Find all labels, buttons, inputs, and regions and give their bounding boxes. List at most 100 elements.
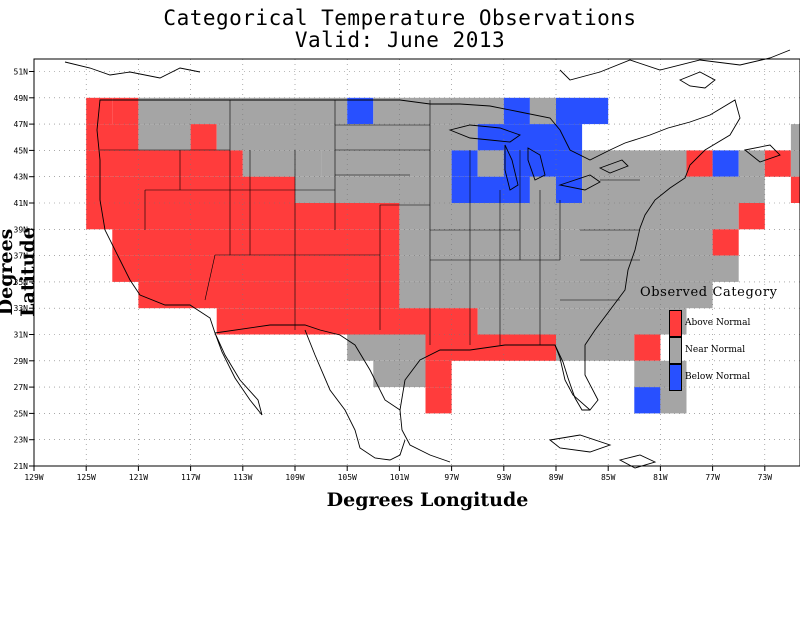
category-cell — [321, 150, 452, 177]
legend-label-below: Below Normal — [685, 372, 751, 382]
category-cell — [425, 308, 478, 335]
category-cell — [138, 97, 348, 125]
x-tick-label: 105W — [338, 473, 357, 482]
category-cell — [451, 150, 478, 177]
y-tick-label: 21N — [14, 462, 29, 471]
y-tick-label: 37N — [14, 252, 29, 261]
x-axis-label: Degrees Longitude — [326, 489, 529, 511]
x-tick-label: 125W — [77, 473, 96, 482]
y-tick-label: 29N — [14, 357, 29, 366]
legend-label-near: Near Normal — [685, 345, 746, 355]
x-tick-label: 85W — [601, 473, 616, 482]
category-cell — [634, 334, 661, 361]
category-cell — [399, 229, 713, 256]
category-cells — [86, 97, 800, 414]
category-cell — [660, 387, 687, 414]
great-lakes — [448, 124, 629, 191]
category-cell — [529, 176, 556, 203]
baja-california — [214, 332, 263, 416]
y-tick-label: 51N — [14, 68, 29, 77]
category-cell — [86, 203, 400, 230]
category-cell — [425, 334, 556, 361]
x-axis-ticks: 129W 125W 121W 117W 113W 109W 105W 101W 97W 93W 89… — [24, 466, 773, 482]
x-tick-label: 93W — [497, 473, 512, 482]
category-cell — [451, 176, 530, 203]
legend-title: Observed Category — [640, 285, 778, 300]
x-tick-label: 89W — [549, 473, 564, 482]
x-tick-label: 109W — [285, 473, 304, 482]
category-cell — [112, 229, 400, 256]
us-outline — [96, 99, 741, 411]
y-tick-label: 27N — [14, 383, 29, 392]
x-tick-label: 121W — [129, 473, 148, 482]
legend-swatch-near — [669, 337, 682, 364]
mexico-coast — [304, 329, 451, 463]
category-cell — [738, 150, 765, 177]
x-tick-label: 129W — [24, 473, 43, 482]
category-cell — [634, 387, 661, 414]
y-tick-label: 39N — [14, 225, 29, 234]
x-tick-label: 81W — [653, 473, 668, 482]
category-cell — [686, 150, 713, 177]
category-cell — [764, 150, 791, 177]
category-cell — [138, 281, 400, 309]
y-axis-ticks: 21N 23N 25N 27N 29N 31N 33N 35N 37N 39N 41N 43N 45N 4… — [14, 68, 34, 471]
y-tick-label: 23N — [14, 436, 29, 445]
canada-islands — [548, 71, 781, 469]
category-cell — [712, 229, 739, 256]
y-tick-label: 25N — [14, 409, 29, 418]
category-cell — [242, 150, 322, 177]
y-tick-label: 35N — [14, 278, 29, 287]
legend-label-above: Above Normal — [685, 318, 751, 328]
category-cell — [399, 281, 713, 309]
x-tick-label: 101W — [390, 473, 409, 482]
category-cell — [347, 97, 374, 125]
category-cell — [425, 387, 452, 414]
y-tick-label: 49N — [14, 94, 29, 103]
canada-coast — [64, 49, 791, 81]
category-cell — [373, 360, 426, 388]
category-cell — [477, 308, 687, 335]
category-cell — [477, 124, 583, 151]
category-cell — [556, 334, 635, 361]
x-tick-label: 113W — [233, 473, 252, 482]
x-tick-label: 117W — [181, 473, 200, 482]
category-cell — [790, 124, 800, 151]
category-cell — [112, 255, 400, 282]
category-cell — [790, 176, 800, 203]
y-tick-label: 45N — [14, 146, 29, 155]
category-cell — [582, 176, 765, 203]
chart-subtitle: Valid: June 2013 — [294, 28, 506, 52]
category-cell — [556, 97, 609, 125]
category-cell — [582, 150, 687, 177]
x-tick-label: 73W — [758, 473, 773, 482]
category-cell — [556, 176, 583, 203]
category-cell — [138, 124, 191, 151]
category-cell — [216, 124, 478, 151]
legend-swatch-below — [669, 364, 682, 391]
category-cell — [86, 150, 243, 177]
category-cell — [347, 334, 426, 361]
y-tick-label: 47N — [14, 120, 29, 129]
category-cell — [373, 97, 504, 125]
category-cell — [790, 150, 800, 177]
category-cell — [477, 150, 504, 177]
coastline-and-borders — [64, 49, 791, 469]
category-cell — [190, 124, 217, 151]
category-cell — [112, 97, 139, 125]
category-cell — [503, 150, 583, 177]
y-tick-label: 41N — [14, 199, 29, 208]
x-tick-label: 97W — [444, 473, 459, 482]
category-cell — [399, 255, 739, 282]
state-borders — [100, 100, 640, 345]
category-cell — [399, 203, 739, 230]
florida — [554, 344, 590, 411]
y-axis-label: Degrees Latitude — [0, 227, 39, 317]
y-tick-label: 33N — [14, 304, 29, 313]
chart-title: Categorical Temperature Observations — [163, 6, 637, 30]
category-cell — [425, 360, 452, 388]
category-cell — [712, 150, 739, 177]
category-cell — [86, 124, 139, 151]
